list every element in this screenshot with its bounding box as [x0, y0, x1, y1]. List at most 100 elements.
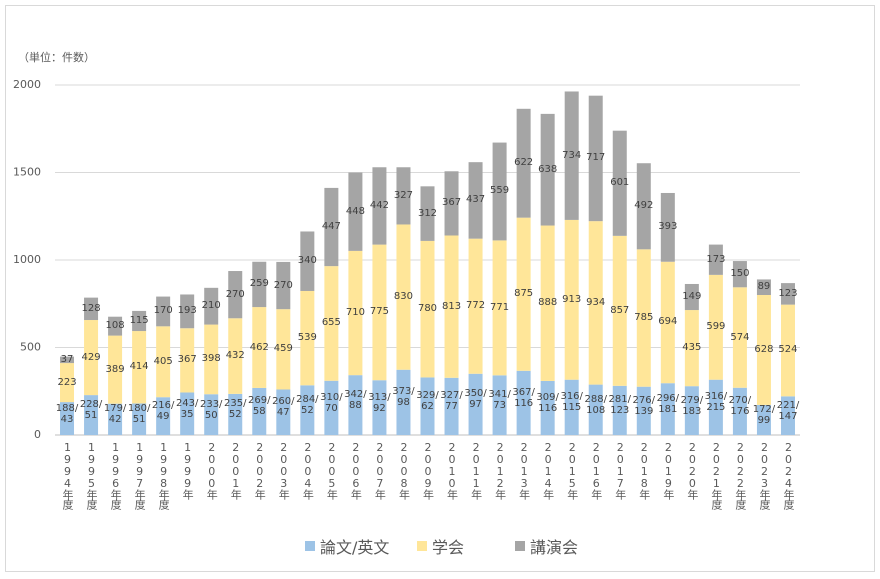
data-label: 442 — [369, 199, 389, 211]
data-label: 210 — [201, 300, 221, 312]
x-tick-label: 1996年度 — [109, 441, 123, 509]
bar-segment — [684, 386, 699, 435]
bar-segment — [324, 266, 339, 381]
bar-segment — [108, 335, 123, 404]
data-label: 414 — [129, 361, 149, 373]
data-label: 429 — [81, 351, 101, 363]
bar-segment — [60, 356, 75, 364]
data-label: 37 — [60, 353, 74, 365]
legend-swatch — [515, 541, 525, 551]
data-label: 717 — [586, 152, 606, 164]
legend-label: 論文/英文 — [320, 538, 390, 557]
bar-segment — [132, 310, 147, 332]
data-label: 342/88 — [344, 389, 367, 412]
bar-segment — [396, 167, 411, 225]
bar-segment — [756, 404, 771, 435]
data-label: 913 — [562, 293, 582, 305]
bar-segment — [780, 304, 795, 397]
data-label: 179/42 — [103, 403, 127, 426]
bar-segment — [564, 91, 579, 220]
x-tick-label: 2023年度 — [757, 441, 771, 509]
legend-label: 講演会 — [530, 538, 579, 557]
data-label: 270 — [273, 279, 293, 291]
x-tick-label: 2020年 — [685, 441, 699, 499]
data-label: 270 — [225, 288, 245, 300]
data-label: 193 — [177, 305, 197, 317]
data-label: 367 — [177, 354, 197, 366]
data-label: 281/123 — [608, 394, 631, 417]
x-tick-label: 2008年 — [397, 441, 411, 499]
bar-segment — [612, 385, 627, 435]
data-label: 327 — [393, 189, 413, 201]
data-label: 772 — [466, 300, 486, 312]
data-label: 813 — [441, 300, 462, 312]
data-label: 327/77 — [440, 390, 463, 413]
bar-segment — [780, 283, 795, 305]
data-label: 350/97 — [464, 388, 487, 411]
bar-segment — [444, 235, 459, 378]
data-label: 437 — [466, 194, 486, 206]
data-label: 373/98 — [392, 386, 415, 409]
bar-segment — [252, 387, 267, 435]
data-label: 310/70 — [320, 391, 343, 414]
data-label: 785 — [634, 312, 654, 323]
bar-segment — [228, 271, 243, 319]
data-label: 228/51 — [79, 399, 103, 422]
x-tick-label: 2002年 — [253, 441, 267, 499]
bar-segment — [348, 375, 363, 435]
data-label: 170 — [153, 305, 173, 317]
bar-segment — [780, 396, 795, 435]
data-label: 259 — [249, 278, 269, 290]
data-label: 149 — [682, 291, 702, 302]
x-tick-label: 2012年 — [493, 441, 507, 499]
bar-segment — [564, 379, 579, 435]
data-label: 329/62 — [416, 390, 439, 413]
x-tick-label: 2007年 — [373, 441, 387, 499]
x-tick-label: 2014年 — [541, 441, 555, 499]
x-tick-label: 2001年 — [229, 441, 243, 499]
bar-segment — [276, 389, 291, 435]
data-label: 309/116 — [536, 391, 559, 414]
data-label: 934 — [586, 296, 606, 308]
bar-segment — [684, 310, 699, 387]
bar-segment — [708, 244, 723, 275]
x-tick-label: 2019年 — [661, 441, 675, 499]
data-label: 432 — [225, 350, 245, 362]
bar-segment — [108, 403, 123, 435]
frame — [5, 5, 875, 572]
x-tick-label: 2010年 — [445, 441, 459, 499]
data-label: 710 — [345, 307, 365, 319]
bar-segment — [372, 244, 387, 381]
bar-segment — [204, 394, 219, 435]
bar-segment — [444, 377, 459, 435]
bar-segment — [612, 130, 627, 236]
bar-segment — [756, 279, 771, 295]
bar-segment — [708, 274, 723, 380]
x-tick-label: 2004年 — [301, 441, 315, 499]
data-label: 312 — [417, 207, 438, 219]
data-label: 389 — [105, 363, 125, 375]
bar-segment — [420, 240, 435, 378]
data-label: 771 — [490, 301, 510, 313]
bar-segment — [300, 231, 315, 291]
data-label: 115 — [129, 314, 149, 326]
bar-segment — [348, 172, 363, 251]
bar-segment — [732, 287, 747, 388]
data-label: 270/176 — [728, 395, 752, 418]
data-label: 269/58 — [248, 395, 271, 418]
bar-segment — [324, 187, 339, 267]
x-tick-label: 2017年 — [613, 441, 627, 499]
bar-segment — [660, 383, 675, 435]
data-label: 559 — [490, 185, 510, 197]
bar-segment — [156, 397, 171, 435]
y-axis-label: （単位：件数） — [18, 50, 95, 64]
data-label: 341/73 — [488, 389, 511, 412]
bar-segment — [180, 328, 195, 393]
bar-segment — [636, 163, 651, 250]
data-label: 780 — [417, 303, 438, 315]
bar-segment — [492, 240, 507, 376]
x-tick-label: 2006年 — [349, 441, 363, 499]
bar-segment — [492, 142, 507, 241]
legend-label: 学会 — [432, 538, 465, 557]
data-label: 340 — [297, 255, 317, 267]
